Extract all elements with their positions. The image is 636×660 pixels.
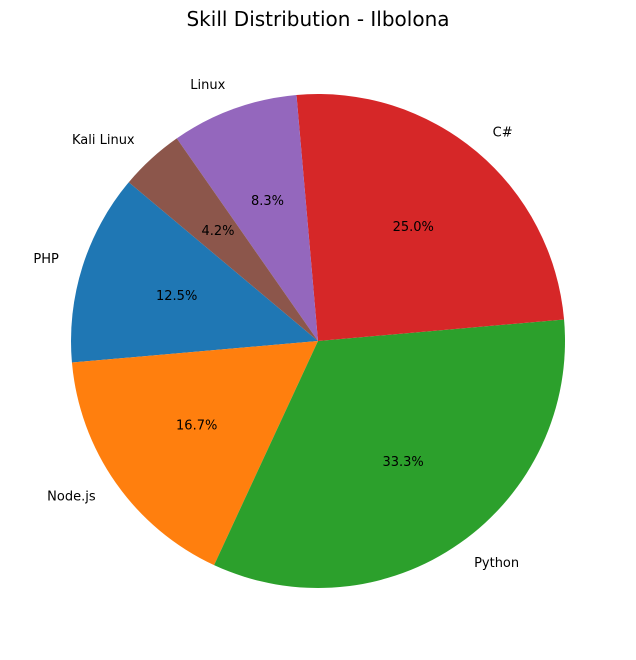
slice-percent-label: 25.0%: [393, 220, 434, 235]
slice-label: PHP: [33, 252, 59, 267]
slice-label: Kali Linux: [72, 133, 135, 148]
pie-slice-node-js: [71, 341, 318, 566]
slice-label: Linux: [190, 78, 225, 93]
pie-slice-kali-linux: [128, 138, 318, 341]
slice-percent-label: 33.3%: [382, 455, 423, 470]
pie-slice-python: [214, 319, 566, 589]
chart-title: Skill Distribution - Ilbolona: [186, 7, 449, 31]
slice-percent-label: 16.7%: [176, 419, 217, 434]
slice-percent-label: 4.2%: [201, 224, 234, 239]
slice-percent-label: 12.5%: [156, 289, 197, 304]
slice-label: C#: [493, 125, 513, 140]
pie-slice-c: [296, 93, 565, 341]
slice-label: Node.js: [47, 490, 96, 505]
pie-slice-php: [71, 182, 318, 363]
pie-slice-linux: [176, 94, 318, 341]
pie-slices: [71, 93, 566, 589]
slice-label: Python: [474, 556, 519, 571]
slice-percent-label: 8.3%: [251, 194, 284, 209]
pie-labels: PHP 12.5% Node.js 16.7% Python 33.3% C# 25.0% Li…: [33, 78, 519, 571]
